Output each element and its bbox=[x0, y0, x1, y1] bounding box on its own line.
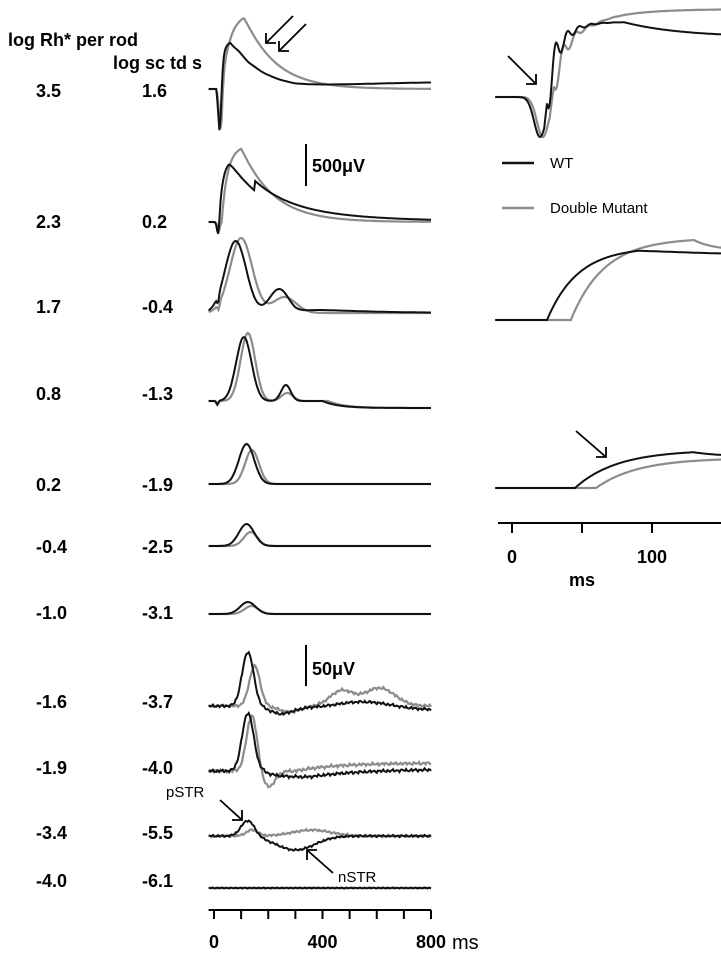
row-label-log-rh: 0.8 bbox=[36, 384, 61, 404]
annotation-nstr: nSTR bbox=[338, 869, 377, 886]
legend-label-mutant: Double Mutant bbox=[550, 200, 648, 217]
trace-double-mutant bbox=[208, 604, 431, 616]
trace-double-mutant bbox=[495, 8, 721, 139]
trace-double-mutant bbox=[207, 713, 432, 789]
annotation-pstr: pSTR bbox=[166, 784, 205, 801]
trace-wt bbox=[208, 163, 431, 235]
header-log-sc: log sc td s bbox=[113, 53, 202, 73]
row-label-log-rh: -3.4 bbox=[36, 823, 67, 843]
arrow-top-right bbox=[507, 55, 537, 85]
right-traces bbox=[495, 8, 721, 490]
row-label-log-sc: -6.1 bbox=[142, 871, 173, 891]
trace-double-mutant bbox=[495, 458, 721, 490]
trace-wt bbox=[495, 21, 721, 139]
row-label-log-sc: 0.2 bbox=[142, 212, 167, 232]
right-axis-tick-label: 0 bbox=[507, 547, 517, 567]
trace-double-mutant bbox=[208, 236, 431, 315]
row-label-log-rh: -1.9 bbox=[36, 758, 67, 778]
trace-wt bbox=[208, 442, 431, 485]
right-axis-tick-label: 100 bbox=[637, 547, 667, 567]
row-label-log-sc: -0.4 bbox=[142, 297, 173, 317]
row-label-log-rh: -0.4 bbox=[36, 537, 67, 557]
trace-double-mutant bbox=[208, 147, 431, 235]
row-label-log-sc: -2.5 bbox=[142, 537, 173, 557]
row-label-log-rh: -4.0 bbox=[36, 871, 67, 891]
arrow-top-left-a bbox=[265, 15, 294, 44]
left-traces bbox=[207, 17, 432, 890]
row-label-log-sc: -3.7 bbox=[142, 692, 173, 712]
row-label-log-sc: 1.6 bbox=[142, 81, 167, 101]
row-label-log-rh: -1.6 bbox=[36, 692, 67, 712]
legend: WT Double Mutant bbox=[502, 155, 648, 217]
trace-wt bbox=[495, 451, 721, 489]
trace-double-mutant bbox=[207, 663, 432, 715]
trace-wt bbox=[208, 41, 431, 131]
trace-double-mutant bbox=[208, 448, 431, 486]
trace-wt bbox=[495, 249, 721, 321]
annotation-arrows bbox=[219, 15, 607, 874]
arrow-top-left-b bbox=[278, 23, 307, 52]
left-x-axis: 0 400 800 ms bbox=[208, 909, 479, 954]
row-label-log-rh: 3.5 bbox=[36, 81, 61, 101]
row-label-log-sc: -1.3 bbox=[142, 384, 173, 404]
row-label-log-rh: 2.3 bbox=[36, 212, 61, 232]
trace-double-mutant bbox=[208, 331, 431, 410]
trace-wt bbox=[208, 336, 431, 409]
trace-double-mutant bbox=[208, 530, 431, 548]
trace-wt bbox=[208, 819, 432, 852]
arrow-right-dim bbox=[575, 430, 607, 458]
left-axis-tick-label: 400 bbox=[307, 932, 337, 952]
right-x-axis: 0 100 ms bbox=[498, 522, 721, 590]
arrow-nstr bbox=[306, 849, 334, 874]
scale-label-500uv: 500μV bbox=[312, 156, 365, 176]
trace-wt bbox=[208, 600, 431, 615]
trace-wt bbox=[208, 886, 432, 890]
left-axis-unit: ms bbox=[452, 932, 479, 954]
row-label-log-sc: -4.0 bbox=[142, 758, 173, 778]
row-label-log-sc: -1.9 bbox=[142, 475, 173, 495]
row-label-log-rh: 1.7 bbox=[36, 297, 61, 317]
trace-wt bbox=[208, 522, 431, 547]
scale-label-50uv: 50μV bbox=[312, 659, 355, 679]
row-label-log-rh: -1.0 bbox=[36, 603, 67, 623]
left-axis-tick-label: 800 bbox=[416, 932, 446, 952]
row-label-log-sc: -5.5 bbox=[142, 823, 173, 843]
arrow-pstr bbox=[219, 799, 243, 821]
trace-wt bbox=[208, 239, 431, 314]
trace-wt bbox=[208, 650, 432, 716]
trace-double-mutant bbox=[208, 17, 431, 130]
legend-label-wt: WT bbox=[550, 155, 573, 172]
row-label-log-sc: -3.1 bbox=[142, 603, 173, 623]
right-axis-unit: ms bbox=[569, 570, 595, 590]
row-label-log-rh: 0.2 bbox=[36, 475, 61, 495]
left-axis-tick-label: 0 bbox=[209, 932, 219, 952]
header-log-rh: log Rh* per rod bbox=[8, 30, 138, 50]
row-labels: 3.5 1.6 2.3 0.2 1.7 -0.4 0.8 -1.3 0.2 -1.9 -0.4 -2.… bbox=[36, 81, 173, 891]
trace-wt bbox=[208, 711, 432, 781]
